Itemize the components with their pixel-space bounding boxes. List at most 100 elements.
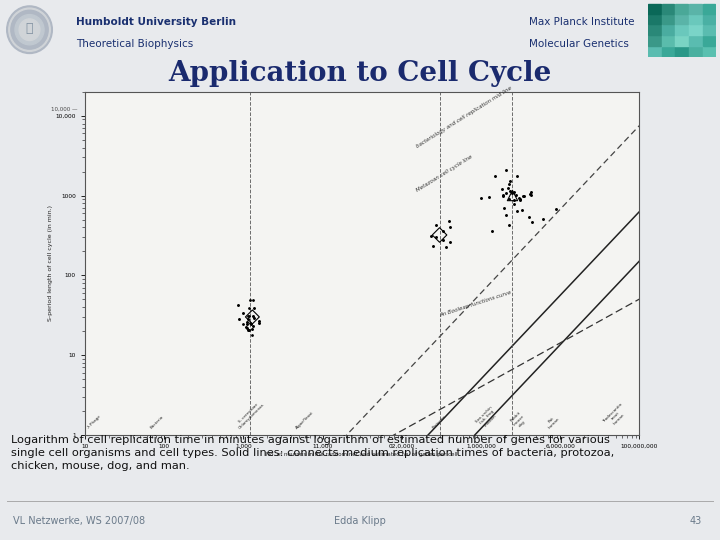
Text: Protozoa: Protozoa (432, 415, 447, 430)
Circle shape (9, 8, 50, 51)
Point (246, 330, 258, 339)
Point (425, 232, 436, 240)
Point (500, 166, 512, 174)
Text: An Boolean functions curve: An Boolean functions curve (439, 290, 513, 318)
Point (243, 304, 255, 313)
Point (247, 312, 258, 321)
Text: Sea urchin
fish, frog
chicken: Sea urchin fish, frog chicken (475, 405, 500, 430)
Bar (675, 47, 688, 57)
Text: λ Phage: λ Phage (86, 415, 102, 430)
Bar (689, 15, 701, 24)
Text: VL Netzwerke, WS 2007/08: VL Netzwerke, WS 2007/08 (13, 516, 145, 526)
Bar (703, 4, 715, 14)
X-axis label: No. of neurons in the random net and estimated no. of genes per cell: No. of neurons in the random net and est… (266, 451, 458, 456)
Point (507, 191, 518, 200)
Bar (648, 36, 660, 46)
Point (551, 205, 562, 213)
Point (433, 231, 445, 239)
Point (233, 315, 245, 324)
Point (243, 312, 254, 320)
Text: Max Planck Institute: Max Planck Institute (529, 17, 635, 28)
Bar (689, 47, 701, 57)
Point (508, 200, 519, 208)
Bar (703, 47, 715, 57)
Point (245, 295, 256, 304)
Point (243, 326, 255, 334)
Point (498, 204, 510, 212)
Text: 43: 43 (690, 516, 702, 526)
Text: S. cerevisiae
Chlamydomonas: S. cerevisiae Chlamydomonas (234, 399, 265, 430)
Point (244, 319, 256, 327)
Point (483, 193, 495, 201)
Bar (675, 25, 688, 35)
Point (444, 222, 456, 231)
Point (537, 215, 549, 224)
Point (475, 194, 487, 202)
Bar (689, 25, 701, 35)
Point (517, 206, 528, 214)
Point (247, 322, 258, 330)
Point (444, 238, 455, 246)
Point (508, 188, 519, 197)
Circle shape (19, 19, 40, 40)
Point (514, 195, 526, 204)
Bar (689, 4, 701, 14)
Point (518, 192, 530, 200)
Text: Logarithm of cell replication time in minutes against logarithm of estimated num: Logarithm of cell replication time in mi… (11, 435, 614, 471)
Text: bacteriology and cell replication mid line: bacteriology and cell replication mid li… (415, 85, 513, 148)
Point (508, 195, 519, 204)
Point (504, 187, 516, 195)
Point (248, 304, 259, 313)
Text: Bacteria: Bacteria (149, 415, 164, 430)
Point (241, 324, 253, 333)
Bar (648, 15, 660, 24)
Text: Rabbit
mouse
dog: Rabbit mouse dog (509, 411, 528, 430)
Point (515, 195, 526, 204)
Bar (675, 4, 688, 14)
Bar (662, 25, 674, 35)
Text: Tradescantia
trout
human: Tradescantia trout human (602, 402, 629, 430)
Point (253, 317, 265, 326)
Point (247, 313, 258, 321)
Point (511, 206, 523, 215)
Bar (662, 4, 674, 14)
Bar (662, 47, 674, 57)
Point (497, 192, 508, 201)
Point (238, 320, 249, 328)
Text: Algae/Yeast: Algae/Yeast (295, 410, 315, 430)
Point (247, 296, 258, 305)
Point (503, 179, 514, 188)
Point (232, 301, 243, 309)
Point (240, 323, 252, 332)
Text: Edda Klipp: Edda Klipp (334, 516, 386, 526)
Point (431, 220, 442, 229)
Point (502, 184, 513, 192)
Circle shape (6, 6, 53, 53)
Point (503, 220, 515, 229)
Point (496, 185, 508, 193)
Bar (648, 4, 660, 14)
Point (486, 227, 498, 235)
Point (241, 320, 253, 328)
Point (526, 217, 538, 226)
Point (506, 188, 518, 197)
Point (500, 211, 512, 220)
Point (243, 326, 254, 334)
Bar (648, 47, 660, 57)
Point (500, 188, 512, 197)
Text: 10,000 —: 10,000 — (51, 107, 77, 112)
Bar (689, 36, 701, 46)
Bar (662, 15, 674, 24)
Point (524, 190, 536, 198)
Bar (675, 36, 688, 46)
Point (526, 191, 537, 200)
Text: Humboldt University Berlin: Humboldt University Berlin (76, 17, 235, 28)
Point (248, 314, 260, 323)
Point (246, 320, 257, 328)
Point (243, 312, 254, 321)
Text: Theoretical Biophysics: Theoretical Biophysics (76, 39, 193, 49)
Bar (703, 15, 715, 24)
Text: Molecular Genetics: Molecular Genetics (529, 39, 629, 49)
Text: 👤: 👤 (26, 22, 33, 35)
Point (427, 242, 438, 251)
